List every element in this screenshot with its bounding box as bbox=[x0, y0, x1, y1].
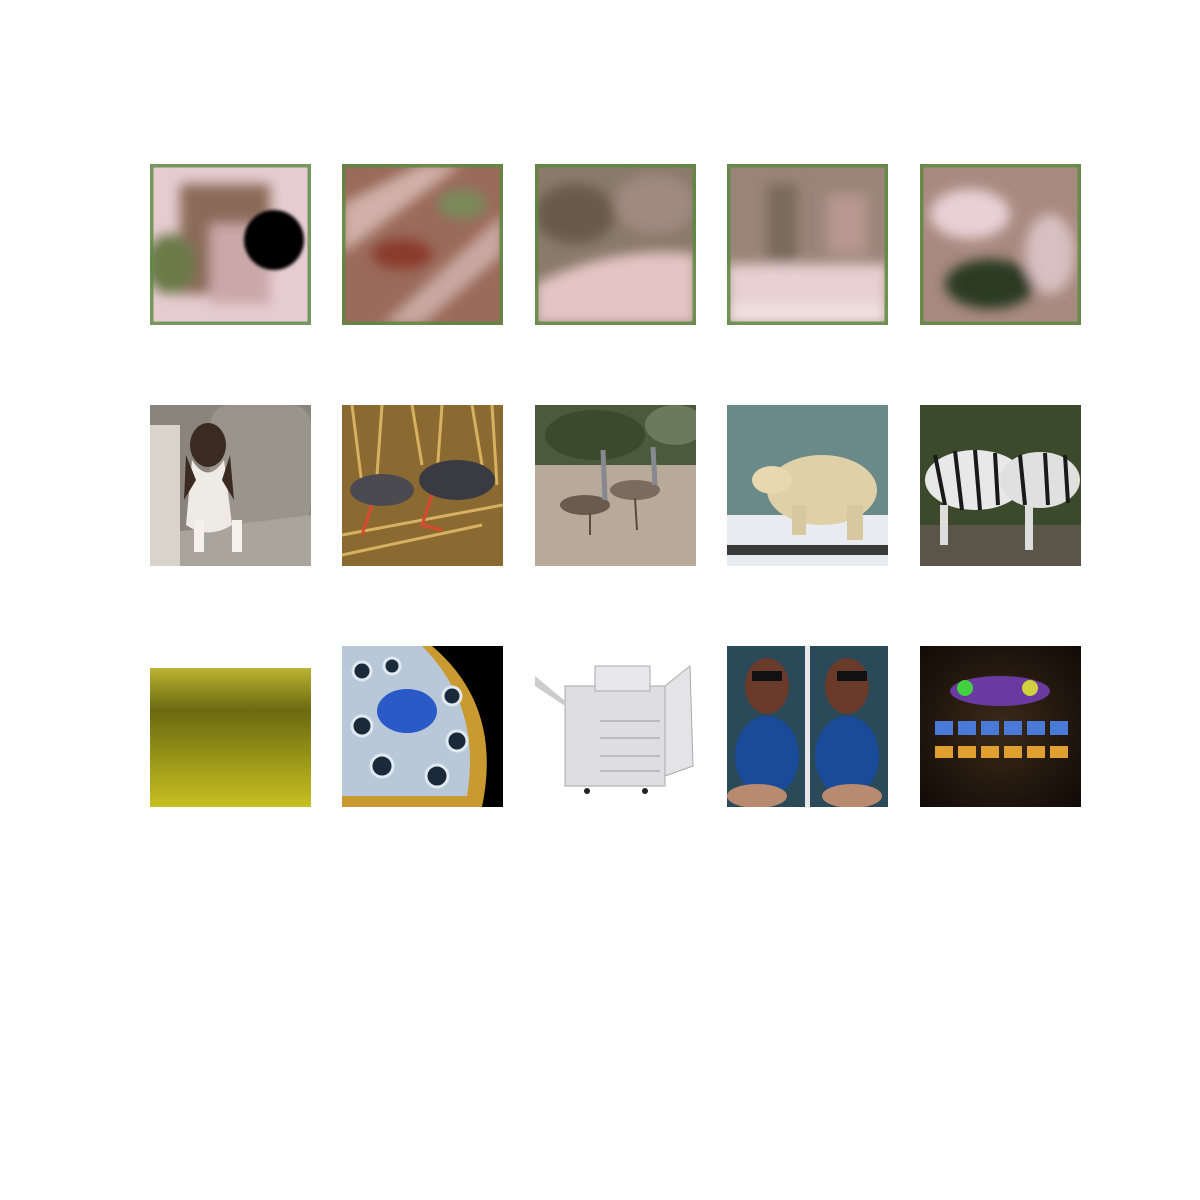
image-tile bbox=[342, 405, 503, 566]
image-tile bbox=[150, 405, 311, 566]
image-tile bbox=[727, 405, 888, 566]
image-tile bbox=[727, 646, 888, 807]
image-tile bbox=[535, 164, 696, 325]
image-tile bbox=[920, 646, 1081, 807]
image-tile bbox=[535, 405, 696, 566]
image-tile bbox=[342, 164, 503, 325]
image-tile bbox=[535, 646, 696, 807]
image-tile bbox=[150, 646, 311, 807]
image-tile bbox=[920, 405, 1081, 566]
image-tile bbox=[920, 164, 1081, 325]
image-tile bbox=[727, 164, 888, 325]
image-tile bbox=[150, 164, 311, 325]
image-tile bbox=[342, 646, 503, 807]
